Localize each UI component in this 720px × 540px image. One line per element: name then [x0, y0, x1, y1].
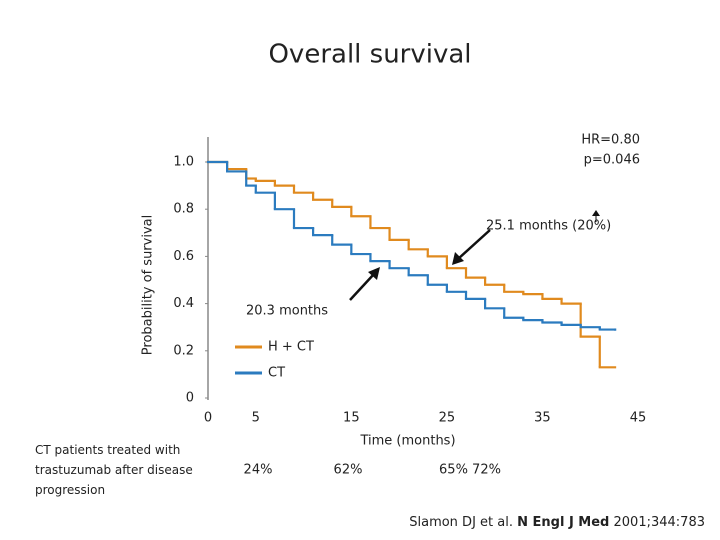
chart-title: Overall survival	[268, 40, 471, 70]
y-tick-label: 0.2	[173, 343, 194, 358]
crossover-label: 24%	[244, 463, 273, 478]
arrows	[349, 210, 600, 301]
legend-label: CT	[268, 366, 285, 381]
citation-authors: Slamon DJ et al.	[409, 515, 513, 530]
citation: Slamon DJ et al. N Engl J Med 2001;344:7…	[409, 515, 705, 530]
crossover-label: 65% 72%	[439, 463, 501, 478]
x-tick-label: 25	[439, 411, 456, 426]
median-annotation: 25.1 months (20%)	[486, 219, 611, 234]
x-tick-label: 35	[534, 411, 551, 426]
y-axis-label: Probability of survival	[141, 215, 156, 355]
x-tick-label: 0	[204, 411, 212, 426]
footnote: CT patients treated with trastuzumab afte…	[35, 443, 193, 497]
x-tick-label: 45	[630, 411, 647, 426]
y-tick-label: 0	[186, 391, 194, 406]
hr-annotation: HR=0.80	[581, 133, 640, 148]
y-tick-label: 0.8	[173, 202, 194, 217]
citation-journal: N Engl J Med	[517, 515, 609, 530]
p-annotation: p=0.046	[584, 153, 640, 168]
crossover-label: 62%	[334, 463, 363, 478]
legend-label: H + CT	[268, 340, 314, 355]
x-tick-label: 15	[343, 411, 360, 426]
y-tick-label: 0.4	[173, 296, 194, 311]
median-annotation: 20.3 months	[246, 304, 328, 319]
x-tick-label: 5	[252, 411, 260, 426]
citation-ref: 2001;344:783	[614, 515, 705, 530]
y-tick-label: 1.0	[173, 155, 194, 170]
y-tick-label: 0.6	[173, 249, 194, 264]
x-axis-label: Time (months)	[359, 434, 455, 449]
